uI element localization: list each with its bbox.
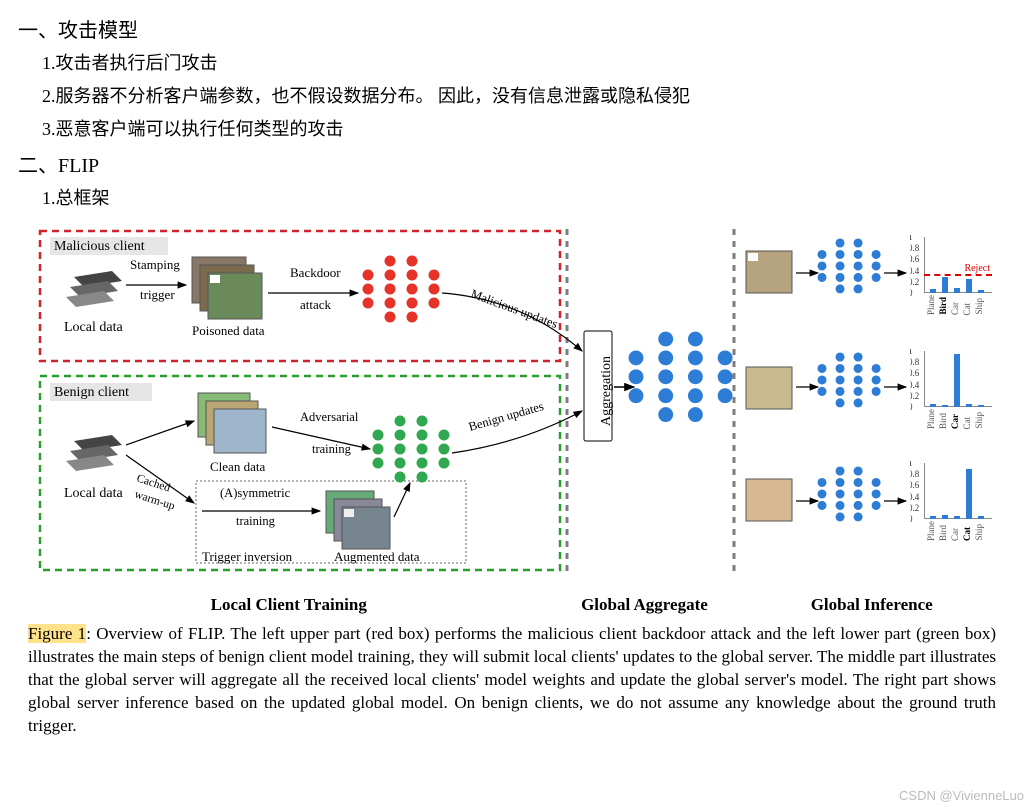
svg-text:Local data: Local data bbox=[64, 486, 123, 501]
inference-chart-3: 00.20.40.60.81PlaneBirdCarCatShip bbox=[910, 461, 992, 541]
figure-caption: Figure 1: Overview of FLIP. The left upp… bbox=[28, 623, 996, 738]
figure-1: Malicious client Local data Stamping tri… bbox=[22, 221, 1010, 615]
label-local-training: Local Client Training bbox=[22, 595, 556, 615]
svg-text:warm-up: warm-up bbox=[133, 489, 176, 513]
svg-text:training: training bbox=[236, 514, 276, 528]
svg-text:Poisoned data: Poisoned data bbox=[192, 323, 265, 338]
section2-heading: 二、FLIP bbox=[18, 149, 1014, 178]
s1-item3: 3.恶意客户端可以执行任何类型的攻击 bbox=[42, 115, 1014, 144]
svg-text:trigger: trigger bbox=[140, 287, 175, 302]
watermark: CSDN @VivienneLuo bbox=[899, 788, 1024, 803]
svg-text:Benign client: Benign client bbox=[54, 385, 129, 400]
s2-item1: 1.总框架 bbox=[42, 184, 1014, 213]
svg-text:Clean data: Clean data bbox=[210, 459, 265, 474]
svg-text:Augmented data: Augmented data bbox=[334, 549, 420, 564]
s1-item1: 1.攻击者执行后门攻击 bbox=[42, 49, 1014, 78]
section1-heading: 一、攻击模型 bbox=[18, 14, 1014, 43]
svg-text:Local data: Local data bbox=[64, 320, 123, 335]
figure-label: Figure 1 bbox=[28, 624, 86, 643]
s1-item2: 2.服务器不分析客户端参数，也不假设数据分布。 因此，没有信息泄露或隐私侵犯 bbox=[42, 82, 1014, 111]
svg-text:Trigger inversion: Trigger inversion bbox=[202, 549, 293, 564]
svg-text:Malicious client: Malicious client bbox=[54, 239, 145, 254]
svg-text:(A)symmetric: (A)symmetric bbox=[220, 486, 291, 500]
svg-text:Stamping: Stamping bbox=[130, 257, 180, 272]
svg-text:attack: attack bbox=[300, 297, 332, 312]
svg-text:Adversarial: Adversarial bbox=[300, 410, 359, 424]
svg-text:Benign updates: Benign updates bbox=[467, 399, 545, 434]
svg-text:Backdoor: Backdoor bbox=[290, 265, 341, 280]
diagram-svg: Malicious client Local data Stamping tri… bbox=[22, 221, 1022, 591]
label-global-inference: Global Inference bbox=[733, 595, 1010, 615]
label-global-aggregate: Global Aggregate bbox=[556, 595, 734, 615]
inference-chart-1: 00.20.40.60.81PlaneBirdCarCatShipReject bbox=[910, 235, 992, 315]
svg-text:training: training bbox=[312, 442, 352, 456]
svg-text:Aggregation: Aggregation bbox=[599, 356, 614, 426]
svg-text:Malicious updates: Malicious updates bbox=[469, 287, 560, 331]
inference-chart-2: 00.20.40.60.81PlaneBirdCarCatShip bbox=[910, 349, 992, 429]
